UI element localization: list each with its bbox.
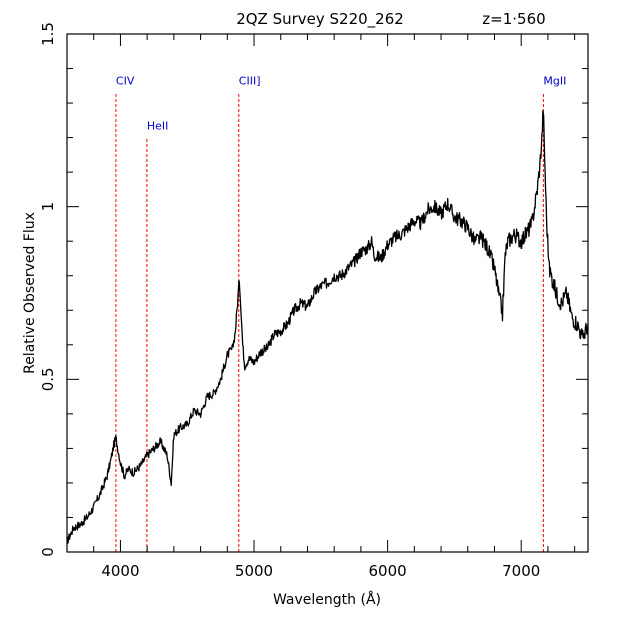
emission-line-label: MgII [543, 75, 566, 88]
x-tick-label: 4000 [101, 562, 139, 580]
y-tick-label: 1.5 [39, 22, 57, 46]
emission-line-label: CIV [116, 75, 135, 88]
y-tick-label: 0.5 [39, 367, 57, 391]
y-tick-label: 1 [39, 202, 57, 212]
emission-line-markers: CIV HeII CIII] MgII [115, 75, 566, 552]
chart-title: 2QZ Survey S220_262 [236, 10, 404, 29]
redshift-label: z=1·560 [482, 10, 545, 28]
spectrum-line [66, 110, 589, 544]
y-tick-label: 0 [39, 547, 57, 557]
spectrum-series [66, 110, 589, 544]
emission-line-label: HeII [147, 120, 169, 133]
plot-frame [66, 33, 589, 553]
axis-ticks [66, 33, 588, 553]
x-tick-label: 7000 [502, 562, 540, 580]
x-tick-label: 6000 [369, 562, 407, 580]
x-axis-label: Wavelength (Å) [273, 591, 381, 608]
axis-tick-labels: 4000 5000 6000 7000 0 0.5 1 1.5 [39, 22, 540, 580]
emission-line-label: CIII] [239, 75, 261, 88]
x-tick-label: 5000 [235, 562, 273, 580]
y-axis-label: Relative Observed Flux [22, 212, 38, 374]
